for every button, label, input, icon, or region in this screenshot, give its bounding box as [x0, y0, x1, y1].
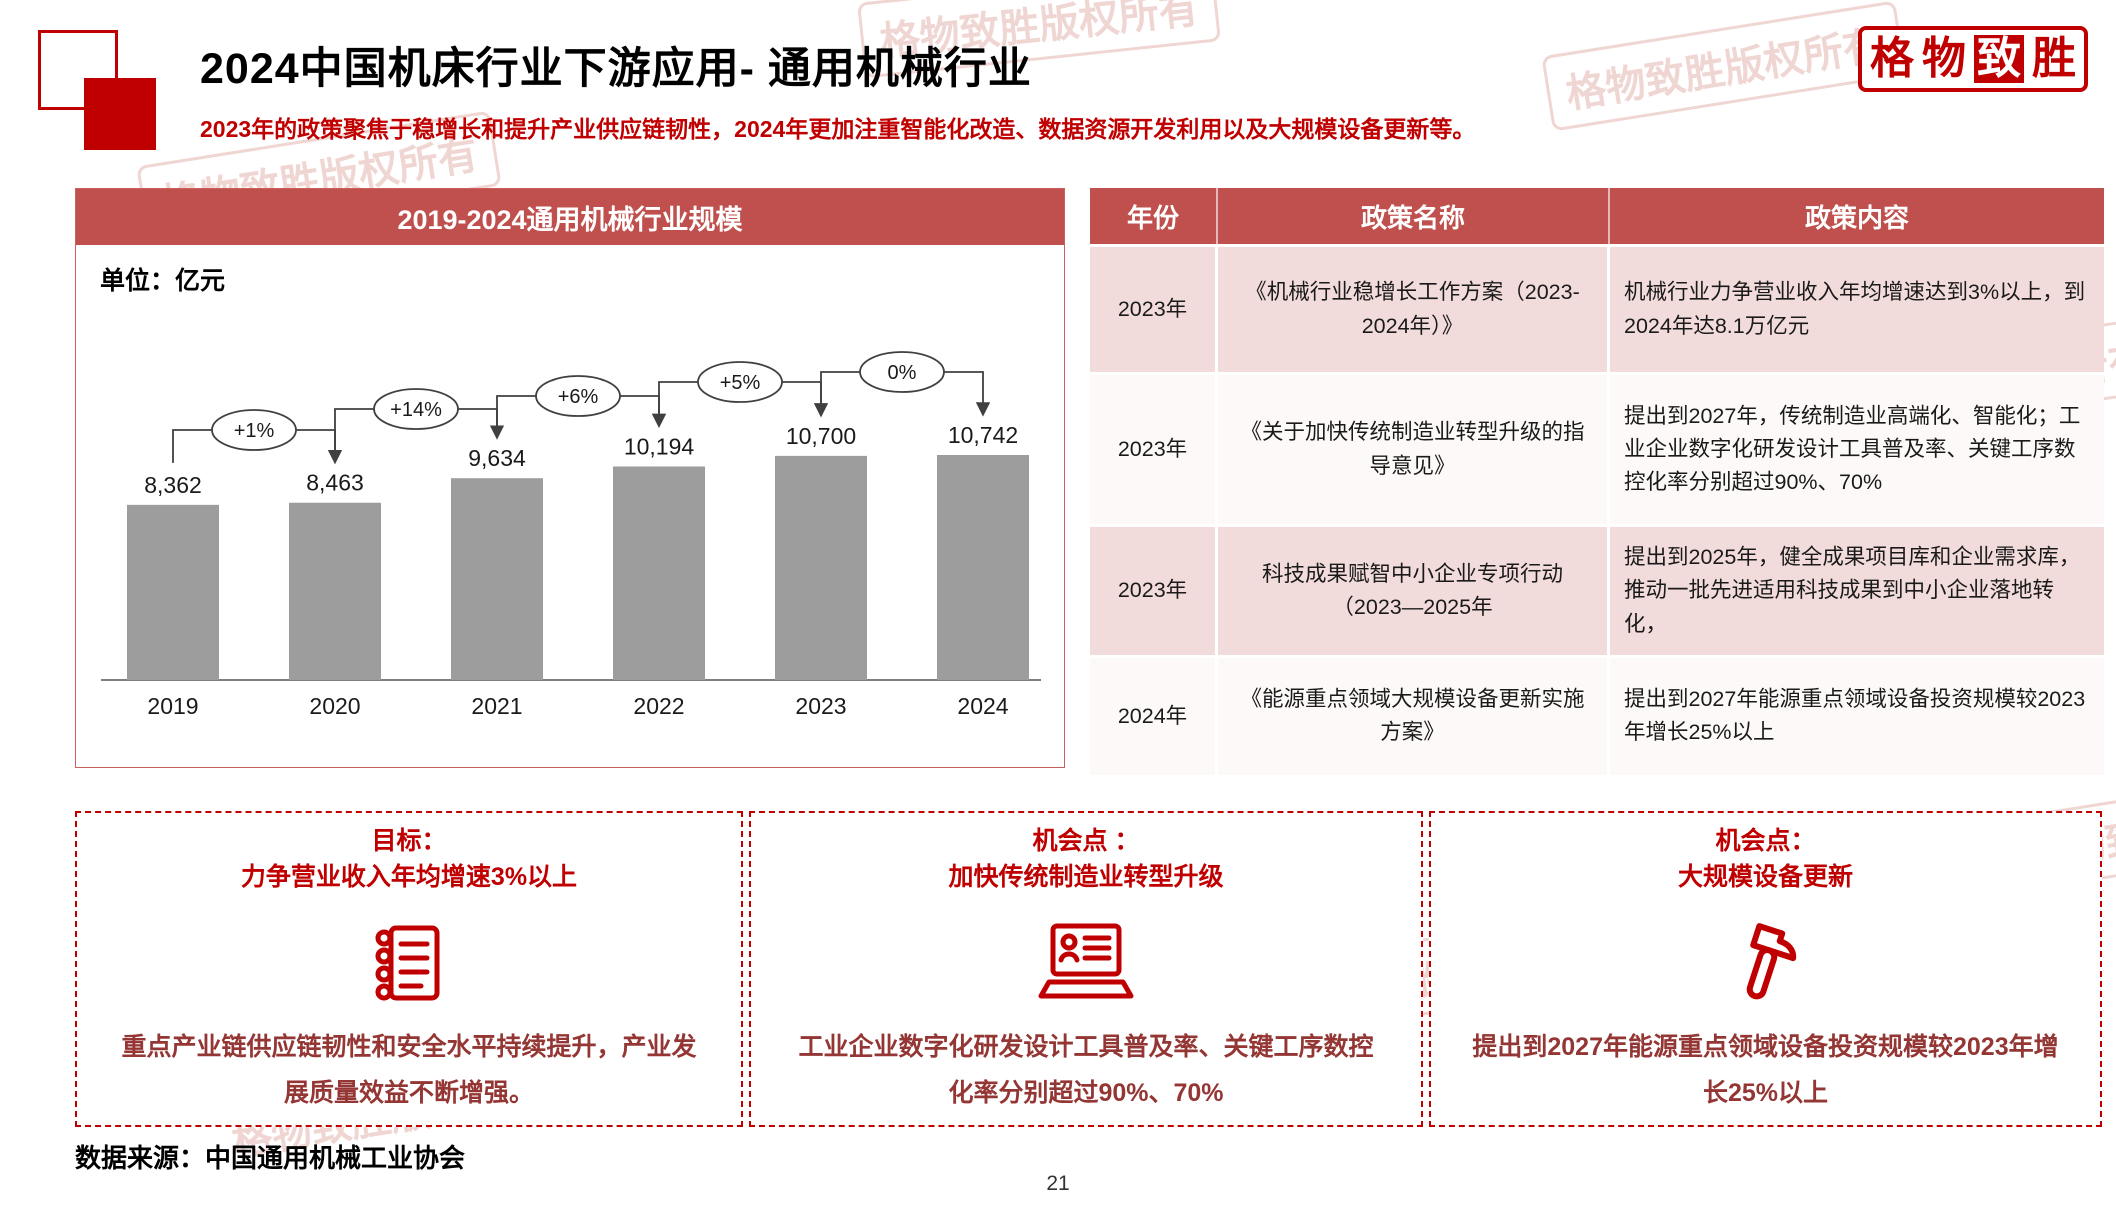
- growth-bubble: [211, 409, 297, 451]
- goal-box-title: 目标： 力争营业收入年均增速3%以上: [77, 823, 741, 896]
- x-tick-label: 2021: [471, 693, 522, 719]
- opportunity-box-1-title-line2: 加快传统制造业转型升级: [948, 863, 1224, 892]
- opportunity-box-2-title-line1: 机会点：: [1715, 827, 1816, 855]
- x-tick-label: 2022: [633, 693, 684, 719]
- bar-value-label: 10,742: [948, 422, 1018, 448]
- page-title: 2024中国机床行业下游应用- 通用机械行业: [200, 45, 1032, 93]
- bar-2022: [613, 466, 705, 680]
- cell-year: 2023年: [1090, 375, 1218, 524]
- laptop-document-icon: [751, 914, 1421, 1014]
- header: 2024中国机床行业下游应用- 通用机械行业 2023年的政策聚焦于稳增长和提升…: [200, 34, 1700, 144]
- growth-connector-arrow: [944, 371, 991, 417]
- cell-policy-name: 《能源重点领域大规模设备更新实施方案》: [1218, 657, 1610, 775]
- cell-policy-name: 科技成果赋智中小企业专项行动（2023—2025年: [1218, 527, 1610, 655]
- growth-bubble: [697, 361, 783, 403]
- growth-connector: [496, 395, 536, 437]
- logo-char-inverted: 致: [1974, 35, 2024, 83]
- page-number: 21: [1046, 1172, 1070, 1195]
- bar-value-label: 8,362: [144, 472, 202, 498]
- goal-box: 目标： 力争营业收入年均增速3%以上 重点产业链供应链韧性和安全水平持续提升，产…: [75, 811, 743, 1127]
- policy-table: 年份 政策名称 政策内容 2023年 《机械行业稳增长工作方案（2023-202…: [1090, 188, 2104, 778]
- col-header-year: 年份: [1090, 188, 1218, 244]
- bar-2021: [451, 478, 543, 680]
- growth-connector: [334, 408, 374, 461]
- logo-char: 胜: [2032, 34, 2076, 83]
- goal-box-title-line2: 力争营业收入年均增速3%以上: [240, 863, 578, 892]
- x-tick-label: 2024: [957, 693, 1008, 719]
- cell-policy-content: 机械行业力争营业收入年均增速达到3%以上，到2024年达8.1万亿元: [1624, 280, 2086, 338]
- growth-bubble: [535, 375, 621, 417]
- opportunity-box-1: 机会点 ： 加快传统制造业转型升级 工业企业数字化研发设计工具普及率、关键工序数…: [749, 811, 1423, 1127]
- table-row: 2023年 《关于加快传统制造业转型升级的指导意见》 提出到2027年，传统制造…: [1090, 375, 2104, 527]
- logo-char: 格: [1870, 34, 1914, 83]
- policy-table-header-row: 年份 政策名称 政策内容: [1090, 188, 2104, 247]
- table-row: 2023年 科技成果赋智中小企业专项行动（2023—2025年 提出到2025年…: [1090, 527, 2104, 658]
- x-tick-label: 2019: [147, 693, 198, 719]
- cell-policy-name: 《关于加快传统制造业转型升级的指导意见》: [1218, 375, 1610, 524]
- page-subtitle: 2023年的政策聚焦于稳增长和提升产业供应链韧性，2024年更加注重智能化改造、…: [200, 116, 1476, 142]
- cell-year: 2024年: [1090, 657, 1218, 775]
- growth-connector-arrow: [458, 408, 505, 440]
- growth-bubble: [859, 351, 945, 393]
- cell-policy-name: 《机械行业稳增长工作方案（2023-2024年）》: [1218, 247, 1610, 372]
- growth-connector-arrow: [782, 381, 829, 418]
- table-row: 2023年 《机械行业稳增长工作方案（2023-2024年）》 机械行业力争营业…: [1090, 247, 2104, 375]
- growth-label: +5%: [720, 372, 761, 394]
- goal-box-description: 重点产业链供应链韧性和安全水平持续提升，产业发展质量效益不断增强。: [121, 1032, 697, 1107]
- opportunity-box-1-title: 机会点 ： 加快传统制造业转型升级: [751, 823, 1421, 896]
- tool-icon: [1431, 914, 2100, 1014]
- decoration-square-filled: [84, 78, 156, 150]
- notebook-icon: [77, 914, 741, 1014]
- growth-connector: [172, 429, 212, 463]
- growth-connector-arrow: [620, 395, 667, 429]
- cell-policy-content: 提出到2025年，健全成果项目库和企业需求库，推动一批先进适用科技成果到中小企业…: [1624, 545, 2081, 636]
- company-logo: 格 物 致 胜: [1858, 26, 2088, 92]
- opportunity-box-2-description: 提出到2027年能源重点领域设备投资规模较2023年增长25%以上: [1472, 1032, 2059, 1107]
- industry-scale-chart-panel: 2019-2024通用机械行业规模 单位：亿元 8,362 2019 8,463 20…: [75, 188, 1065, 768]
- bar-chart: 8,362 2019 8,463 2020 9,634 2021 10,194 2022 10,…: [101, 351, 1041, 719]
- opportunity-box-2-title: 机会点： 大规模设备更新: [1431, 823, 2100, 896]
- bar-2020: [289, 502, 381, 680]
- growth-label: +14%: [390, 399, 442, 421]
- opportunity-box-1-title-line1: 机会点 ：: [1032, 827, 1140, 855]
- bar-value-label: 10,700: [786, 423, 856, 449]
- growth-connector: [658, 381, 698, 425]
- growth-label: +6%: [558, 386, 599, 408]
- col-header-policy-name: 政策名称: [1218, 188, 1610, 244]
- data-source: 数据来源：中国通用机械工业协会: [75, 1143, 466, 1173]
- logo-char: 物: [1922, 34, 1966, 83]
- cell-year: 2023年: [1090, 527, 1218, 655]
- growth-connector-arrow: [296, 429, 343, 465]
- x-tick-label: 2023: [795, 693, 846, 719]
- bar-value-label: 10,194: [624, 433, 695, 459]
- chart-title: 2019-2024通用机械行业规模: [76, 189, 1064, 245]
- decoration-square-outline: [38, 30, 118, 110]
- opportunity-box-2: 机会点： 大规模设备更新 提出到2027年能源重点领域设备投资规模较2023年增…: [1429, 811, 2102, 1127]
- growth-connector: [820, 371, 860, 414]
- opportunity-box-1-description: 工业企业数字化研发设计工具普及率、关键工序数控化率分别超过90%、70%: [798, 1032, 1374, 1107]
- chart-unit-label: 单位：亿元: [100, 267, 226, 295]
- bar-value-label: 8,463: [306, 470, 364, 496]
- chart-body: 单位：亿元 8,362 2019 8,463 2020 9,634 2021 10,194 2…: [76, 245, 1064, 769]
- cell-policy-content: 提出到2027年，传统制造业高端化、智能化；工业企业数字化研发设计工具普及率、关…: [1624, 403, 2081, 495]
- col-header-policy-content: 政策内容: [1804, 202, 1909, 233]
- bar-2019: [127, 504, 219, 680]
- bar-2023: [775, 455, 867, 680]
- growth-label: +1%: [234, 420, 275, 442]
- goal-box-title-line1: 目标：: [371, 827, 447, 855]
- opportunity-box-2-title-line2: 大规模设备更新: [1677, 863, 1853, 892]
- cell-policy-content: 提出到2027年能源重点领域设备投资规模较2023年增长25%以上: [1624, 687, 2086, 745]
- bar-2024: [937, 455, 1029, 680]
- growth-label: 0%: [888, 362, 917, 384]
- x-tick-label: 2020: [309, 693, 360, 719]
- cell-year: 2023年: [1090, 247, 1218, 372]
- table-row: 2024年 《能源重点领域大规模设备更新实施方案》 提出到2027年能源重点领域…: [1090, 657, 2104, 778]
- growth-bubble: [373, 388, 459, 430]
- bar-value-label: 9,634: [468, 445, 526, 471]
